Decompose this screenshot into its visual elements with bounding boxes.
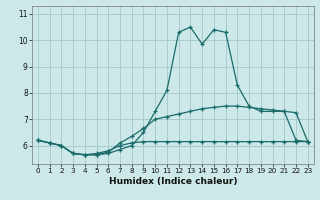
X-axis label: Humidex (Indice chaleur): Humidex (Indice chaleur) xyxy=(108,177,237,186)
